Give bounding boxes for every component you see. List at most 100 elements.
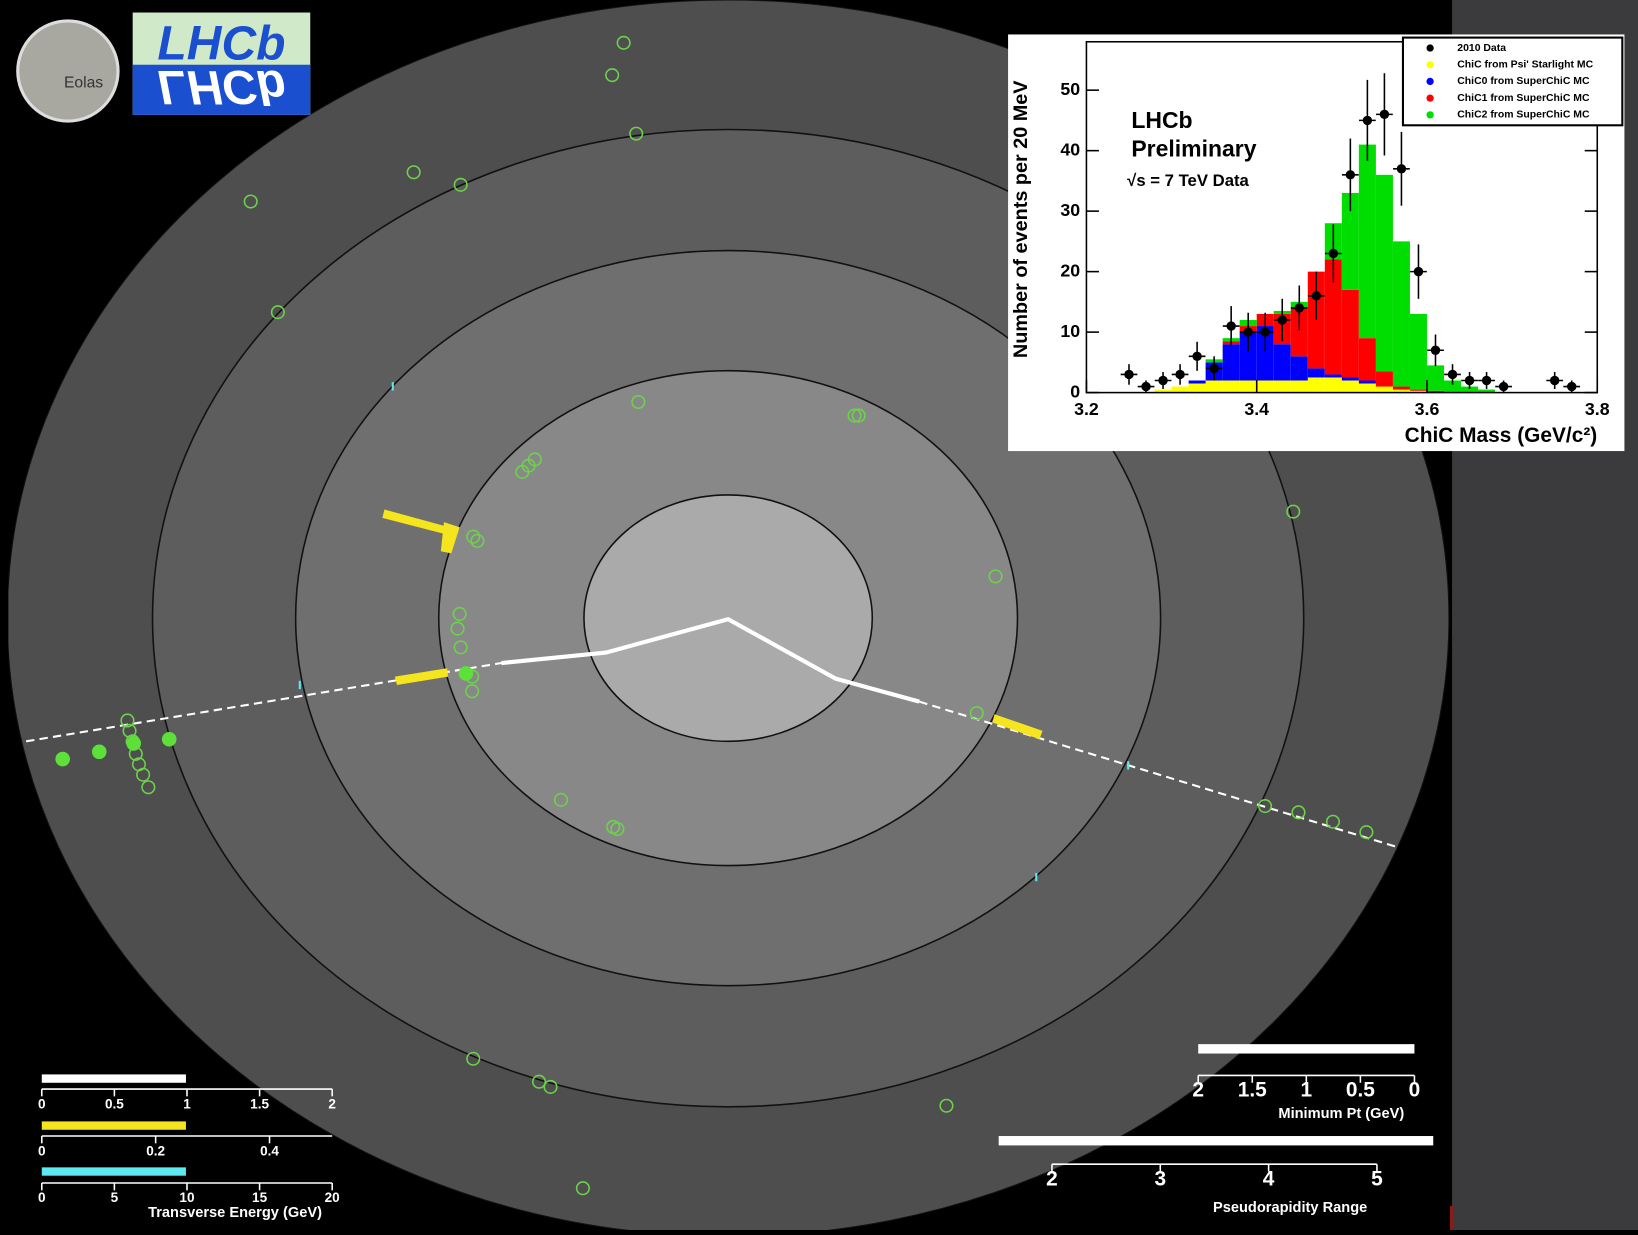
scale-bar — [1198, 1044, 1414, 1053]
bar-segment — [1291, 380, 1308, 392]
data-point — [1465, 376, 1474, 385]
cluster — [459, 666, 474, 681]
cluster — [55, 752, 70, 767]
bar-segment — [1393, 241, 1410, 386]
bar-segment — [1342, 380, 1359, 392]
scale-title: Minimum Pt (GeV) — [1278, 1106, 1404, 1122]
x-tick-label: 3.8 — [1585, 399, 1610, 419]
scale-label: 0 — [38, 1096, 46, 1111]
event-display: Eolas LHCb LHCb 010203040503.23.43.63.82… — [0, 0, 1638, 1230]
scale-label: 3 — [1154, 1167, 1166, 1190]
bar-segment — [1189, 380, 1206, 383]
scale-label: 1 — [1301, 1079, 1313, 1102]
data-point — [1158, 376, 1167, 385]
annotation: Preliminary — [1131, 135, 1256, 161]
x-tick-label: 3.4 — [1244, 399, 1269, 419]
y-tick-label: 10 — [1060, 321, 1080, 341]
data-point — [1295, 303, 1304, 312]
y-tick-label: 50 — [1060, 79, 1080, 99]
scale-label: 5 — [111, 1190, 119, 1205]
legend-marker — [1426, 44, 1433, 51]
data-point — [1226, 321, 1235, 330]
scale-label: 2 — [1046, 1167, 1058, 1190]
bar-segment — [1291, 356, 1308, 380]
data-point — [1448, 370, 1457, 379]
scale-label: 0.5 — [1346, 1079, 1375, 1102]
data-point — [1278, 315, 1287, 324]
annotation: LHCb — [1131, 107, 1192, 133]
data-point — [1243, 327, 1252, 336]
data-point — [1397, 164, 1406, 173]
data-point — [1209, 364, 1218, 373]
logos: Eolas LHCb LHCb — [18, 13, 311, 122]
bar-segment — [1223, 380, 1240, 392]
data-point — [1567, 382, 1576, 391]
y-axis-label: Number of events per 20 MeV — [1010, 80, 1032, 358]
legend-label: 2010 Data — [1457, 43, 1506, 54]
bar-segment — [1274, 380, 1291, 392]
legend-label: ChiC from Psi' Starlight MC — [1457, 60, 1593, 71]
bar-segment — [1427, 365, 1444, 390]
data-point — [1380, 110, 1389, 119]
data-point — [1431, 346, 1440, 355]
data-point — [1346, 170, 1355, 179]
legend-marker — [1426, 78, 1433, 85]
bar-segment — [1359, 338, 1376, 380]
bar-segment — [1308, 368, 1325, 377]
scale-label: 20 — [325, 1190, 340, 1205]
bar-segment — [1359, 380, 1376, 383]
y-tick-label: 40 — [1060, 139, 1080, 159]
bar-segment — [1410, 390, 1427, 391]
scale-label: 1.5 — [1238, 1079, 1267, 1102]
data-point — [1141, 382, 1150, 391]
scale-label: 2 — [1192, 1079, 1204, 1102]
legend-label: ChiC2 from SuperChiC MC — [1457, 110, 1590, 121]
bar-segment — [1325, 374, 1342, 377]
data-point — [1363, 116, 1372, 125]
x-tick-label: 3.6 — [1415, 399, 1440, 419]
y-tick-label: 20 — [1060, 260, 1080, 280]
bar-segment — [1189, 384, 1206, 393]
data-point — [1312, 291, 1321, 300]
bar-segment — [1240, 380, 1257, 392]
data-point — [1482, 376, 1491, 385]
data-point — [1192, 352, 1201, 361]
bar-segment — [1257, 380, 1274, 392]
bar-segment — [1410, 314, 1427, 390]
bar-segment — [1359, 384, 1376, 393]
bar-segment — [1393, 387, 1410, 390]
scale-label: 0.2 — [146, 1143, 165, 1158]
cluster — [162, 732, 177, 747]
bar-segment — [1206, 380, 1223, 392]
annotation: √s = 7 TeV Data — [1127, 171, 1249, 190]
scale-title: Pseudorapidity Range — [1213, 1200, 1367, 1216]
bar-segment — [1376, 387, 1393, 393]
scale-title: Transverse Energy (GeV) — [148, 1205, 322, 1221]
bar-segment — [1172, 387, 1189, 393]
bar-segment — [1325, 377, 1342, 392]
scale-bar — [42, 1121, 186, 1129]
scale-bar — [42, 1167, 186, 1175]
data-point — [1261, 327, 1270, 336]
bar-segment — [1359, 145, 1376, 339]
data-point — [1550, 376, 1559, 385]
scale-label: 0 — [38, 1143, 46, 1158]
scale-label: 0.4 — [260, 1143, 279, 1158]
scale-bar — [999, 1136, 1434, 1145]
scale-label: 2 — [328, 1096, 336, 1111]
cluster — [92, 744, 107, 759]
coin — [18, 21, 118, 121]
data-point — [1499, 382, 1508, 391]
legend-marker — [1426, 94, 1433, 101]
legend-label: ChiC0 from SuperChiC MC — [1457, 76, 1590, 87]
x-axis-label: ChiC Mass (GeV/c²) — [1405, 424, 1598, 447]
scale-label: 0 — [38, 1190, 46, 1205]
scale-label: 15 — [252, 1190, 268, 1205]
data-point — [1124, 370, 1133, 379]
scale-label: 0 — [1409, 1079, 1421, 1102]
scale-bar — [42, 1074, 186, 1082]
scale-label: 4 — [1263, 1167, 1275, 1190]
legend-label: ChiC1 from SuperChiC MC — [1457, 93, 1590, 104]
bar-segment — [1223, 344, 1240, 380]
